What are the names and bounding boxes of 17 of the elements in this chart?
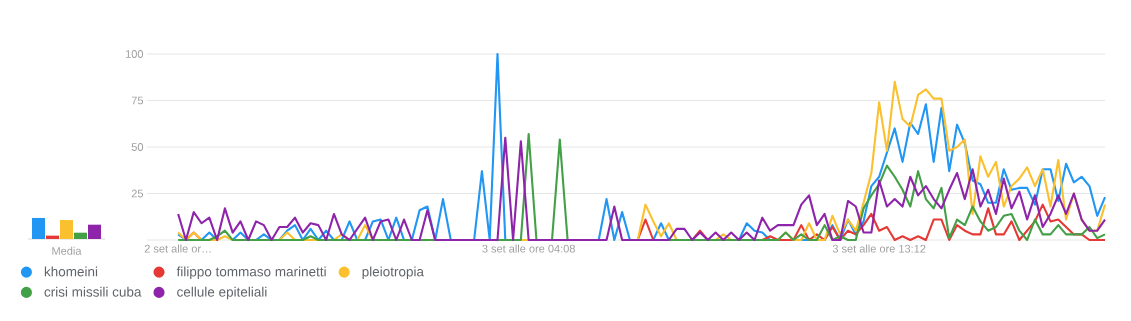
bar: [88, 224, 102, 239]
legend-label: cellule epiteliali: [177, 286, 267, 300]
bar: [32, 217, 46, 239]
x-tick-label: 3 set alle ore 04:08: [482, 244, 575, 253]
x-tick-label: Media: [52, 246, 82, 255]
bar: [74, 232, 88, 239]
y-tick-label: 75: [131, 96, 144, 105]
legend-label: filippo tommaso marinetti: [176, 266, 326, 280]
legend-label: crisi missili cuba: [44, 286, 142, 297]
legend-label: pleiotropia: [362, 266, 424, 280]
legend-label: khomeini: [44, 266, 98, 277]
x-tick-label: 2 set alle or…: [144, 244, 211, 253]
bar: [60, 220, 74, 239]
y-tick-label: 25: [131, 189, 144, 198]
y-tick-label: 100: [125, 50, 144, 58]
x-tick-label: 3 set alle ore 13:12: [832, 244, 926, 253]
y-tick-label: 50: [131, 143, 144, 151]
